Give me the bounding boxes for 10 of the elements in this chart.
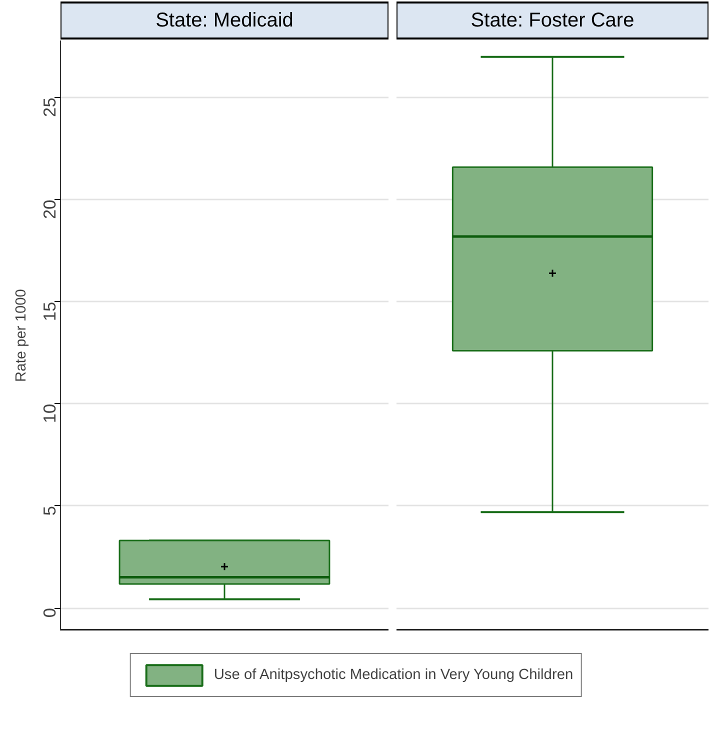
y-tick-label: 5 (40, 506, 60, 516)
x-tick-label: State: Medicaid (156, 10, 294, 32)
y-axis-title: Rate per 1000 (14, 289, 30, 382)
legend-label: Use of Anitpsychotic Medication in Very Young Children (214, 667, 574, 683)
y-tick-label: 0 (40, 608, 60, 618)
y-tick-label: 10 (40, 404, 60, 424)
y-tick-label: 15 (40, 302, 60, 322)
y-tick-label: 25 (40, 98, 60, 117)
x-tick-label: State: Foster Care (470, 10, 634, 32)
y-tick-label: 20 (40, 200, 60, 220)
